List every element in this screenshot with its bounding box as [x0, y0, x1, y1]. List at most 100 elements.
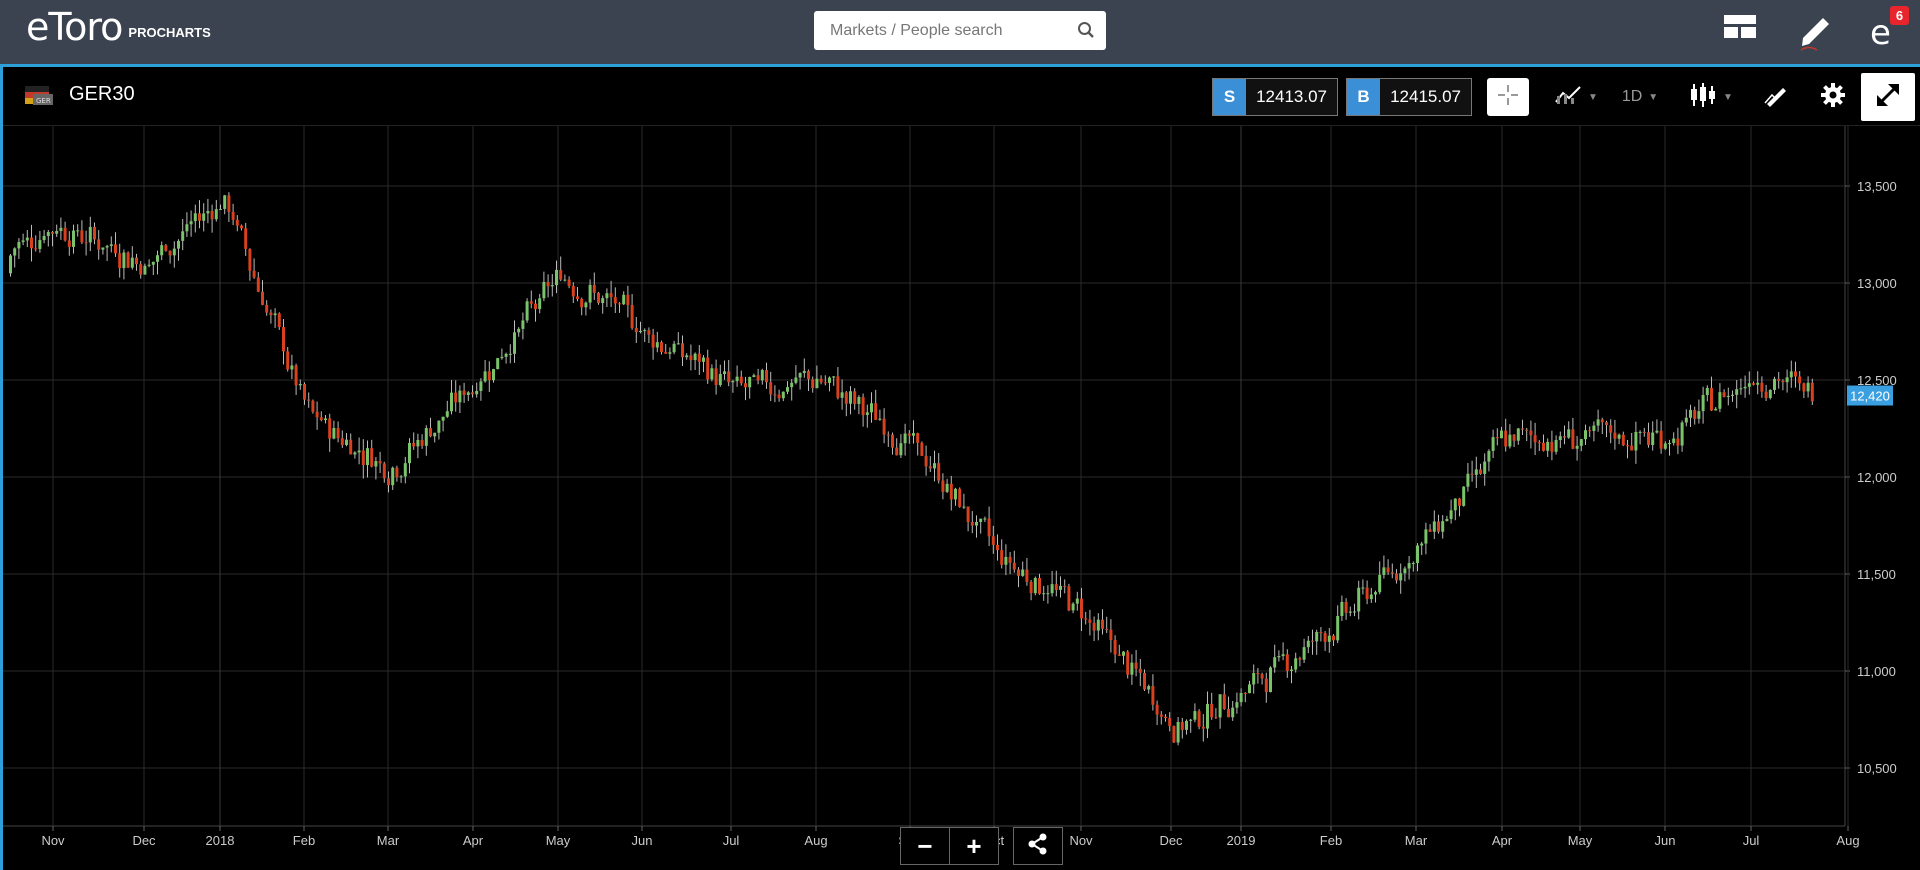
etoro-logo[interactable]: eToro PROCHARTS: [26, 8, 211, 46]
candle-down: [244, 228, 248, 249]
drawing-tools-button[interactable]: [1759, 78, 1795, 116]
candle-down: [844, 392, 848, 404]
candle-up: [1042, 593, 1046, 595]
candle-up: [1302, 647, 1306, 660]
candle-down: [697, 353, 701, 362]
candle-up: [1378, 574, 1382, 593]
candle-down: [378, 461, 382, 464]
y-tick-label: 12,500: [1857, 373, 1897, 388]
edit-icon[interactable]: [1797, 12, 1833, 57]
top-navigation-bar: eToro PROCHARTS e 6: [0, 0, 1920, 64]
candle-down: [240, 225, 243, 229]
candle-down: [567, 279, 571, 286]
sell-button[interactable]: S 12413.07: [1212, 78, 1338, 116]
settings-button[interactable]: [1815, 78, 1851, 116]
candle-down: [248, 248, 252, 271]
candle-down: [135, 257, 138, 265]
candle-up: [513, 332, 516, 354]
candle-up: [1584, 430, 1587, 440]
candle-down: [777, 394, 781, 399]
candle-down: [168, 250, 172, 256]
candle-up: [1483, 461, 1487, 474]
share-button[interactable]: [1013, 827, 1063, 865]
candle-down: [1227, 708, 1230, 718]
candle-down: [613, 297, 617, 304]
candle-up: [324, 418, 327, 421]
candle-down: [1344, 601, 1348, 613]
candle-down: [1017, 569, 1020, 576]
candle-down: [1529, 430, 1533, 436]
candle-up: [1474, 469, 1478, 475]
candle-up: [1701, 395, 1705, 412]
candle-up: [517, 328, 521, 333]
candle-down: [231, 211, 235, 220]
candle-down: [1138, 668, 1142, 673]
candle-down: [626, 294, 630, 305]
candle-up: [1743, 386, 1747, 389]
candle-up: [479, 381, 483, 391]
candle-up: [1617, 434, 1621, 439]
candle-up: [710, 368, 714, 380]
indicators-button[interactable]: ▼: [1549, 78, 1603, 116]
candle-down: [429, 428, 432, 437]
candle-up: [760, 370, 764, 381]
price-chart[interactable]: 10,500 11,000 11,500 12,000 12,500 13,000 13,5…: [3, 126, 1920, 870]
candle-down: [1101, 619, 1104, 629]
candle-up: [1306, 640, 1310, 648]
x-tick-label: Apr: [1492, 833, 1513, 848]
y-tick-label: 10,500: [1857, 761, 1897, 776]
buy-button[interactable]: B 12415.07: [1346, 78, 1472, 116]
candle-down: [256, 277, 260, 292]
candle-up: [1185, 720, 1188, 730]
candle-up: [975, 521, 978, 526]
candle-up: [59, 227, 63, 231]
candle-up: [105, 246, 109, 248]
candle-up: [525, 301, 529, 321]
crosshair-button[interactable]: [1487, 78, 1529, 116]
candle-down: [1470, 473, 1474, 475]
zoom-in-button[interactable]: +: [949, 828, 998, 864]
candle-down: [534, 303, 537, 310]
candle-down: [269, 312, 273, 316]
candle-down: [1243, 692, 1247, 694]
candle-up: [840, 392, 844, 398]
candle-up: [1672, 438, 1676, 444]
candle-up: [1252, 673, 1256, 685]
x-tick-label: May: [546, 833, 571, 848]
candle-down: [1025, 569, 1029, 582]
candle-down: [756, 375, 760, 381]
period-selector[interactable]: 1D ▼: [1617, 78, 1663, 116]
share-icon: [1027, 833, 1049, 860]
candle-up: [357, 450, 361, 453]
fullscreen-button[interactable]: [1861, 73, 1915, 121]
markets-people-search[interactable]: [814, 11, 1106, 50]
candle-down: [1521, 428, 1524, 430]
candle-up: [445, 411, 449, 417]
candle-up: [1785, 377, 1789, 383]
candle-up: [933, 463, 936, 469]
candle-down: [1479, 469, 1482, 474]
candle-down: [210, 210, 214, 220]
candle-down: [928, 466, 932, 469]
candle-up: [1500, 430, 1503, 439]
zoom-out-button[interactable]: −: [917, 830, 933, 861]
candle-up: [1050, 584, 1054, 594]
candle-up: [1680, 422, 1684, 446]
candle-up: [1353, 611, 1356, 613]
candle-down: [706, 357, 710, 380]
chart-type-button[interactable]: ▼: [1685, 78, 1737, 116]
candle-up: [1096, 619, 1100, 631]
candle-up: [1668, 443, 1671, 445]
search-input[interactable]: [828, 11, 1072, 50]
candle-up: [865, 412, 869, 415]
layout-icon[interactable]: [1723, 12, 1757, 47]
candle-up: [605, 293, 609, 299]
search-icon[interactable]: [1077, 21, 1095, 44]
candle-up: [752, 375, 756, 378]
y-tick-label: 13,000: [1857, 276, 1897, 291]
candle-up: [1789, 371, 1793, 378]
notifications-icon[interactable]: e: [1866, 12, 1906, 57]
x-tick-label: 2018: [206, 833, 235, 848]
candle-down: [1197, 711, 1201, 727]
candle-up: [408, 442, 411, 464]
